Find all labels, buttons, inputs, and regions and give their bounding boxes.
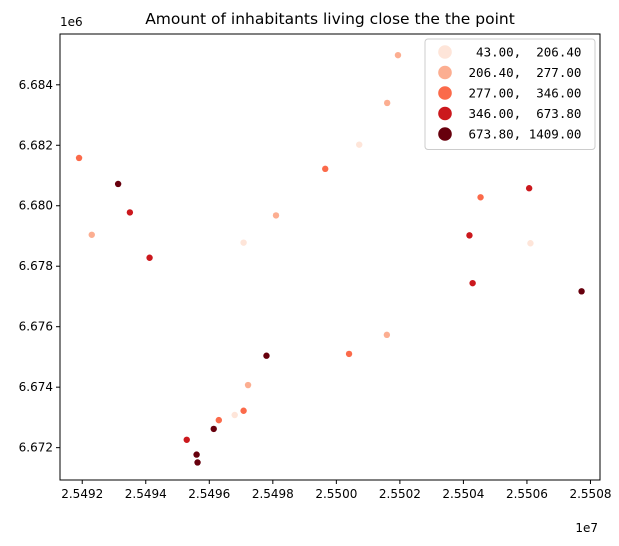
x-axis: 2.5492 2.5494 2.5496 2.5498 2.5500 2.5502 2.55…: [61, 480, 611, 501]
data-point: [240, 239, 247, 246]
x-tick-label: 2.5500: [315, 487, 357, 501]
x-tick-label: 2.5498: [252, 487, 294, 501]
y-tick-label: 6.678: [19, 259, 53, 273]
plot-frame: [59, 33, 601, 481]
chart-title: Amount of inhabitants living close the t…: [145, 10, 515, 28]
legend-label: 673.80, 1409.00: [461, 127, 581, 142]
x-tick-label: 2.5502: [379, 487, 421, 501]
x-tick-label: 2.5508: [569, 487, 611, 501]
data-point: [466, 232, 473, 239]
x-tick-label: 2.5496: [188, 487, 230, 501]
data-point: [477, 194, 484, 201]
legend-marker: [438, 127, 452, 141]
legend-marker: [438, 106, 452, 121]
data-point: [345, 350, 353, 358]
y-tick-label: 6.682: [19, 138, 53, 152]
data-point: [383, 99, 391, 107]
data-point: [383, 331, 391, 339]
legend-label: 277.00, 346.00: [461, 86, 581, 101]
legend-label: 346.00, 673.80: [461, 106, 581, 121]
legend-marker: [438, 45, 452, 59]
data-point: [578, 288, 585, 295]
data-point: [272, 212, 280, 219]
data-point: [193, 451, 200, 458]
data-point: [146, 254, 153, 261]
x-tick-label: 2.5492: [61, 487, 103, 501]
data-point: [263, 352, 270, 359]
x-tick-label: 2.5504: [442, 487, 484, 501]
data-point: [210, 425, 217, 433]
data-point: [114, 180, 122, 188]
legend-label: 43.00, 206.40: [461, 45, 581, 60]
data-point: [183, 436, 190, 443]
data-point: [527, 240, 534, 247]
y-tick-label: 6.672: [19, 441, 53, 455]
data-point: [88, 231, 95, 238]
data-point: [356, 141, 363, 148]
data-point: [240, 407, 247, 414]
data-point: [525, 185, 533, 192]
data-point: [231, 411, 238, 419]
y-offset-label: 1e6: [60, 15, 83, 29]
y-axis: 6.672 6.674 6.676 6.678 6.680 6.682 6.684: [19, 78, 60, 455]
data-point: [244, 381, 252, 389]
data-point: [126, 209, 134, 216]
data-point: [215, 416, 223, 424]
data-point: [469, 279, 476, 287]
data-point: [322, 165, 329, 173]
x-tick-label: 2.5506: [506, 487, 548, 501]
legend: 43.00, 206.40 206.40, 277.00 277.00, 346…: [424, 38, 596, 150]
x-tick-label: 2.5494: [125, 487, 167, 501]
legend-box: [424, 38, 596, 150]
data-point: [194, 459, 201, 466]
data-point: [75, 154, 83, 162]
points-layer: [75, 51, 585, 466]
legend-marker: [438, 86, 452, 100]
y-tick-label: 6.680: [19, 199, 53, 213]
y-tick-label: 6.684: [19, 78, 53, 92]
y-tick-label: 6.674: [19, 380, 53, 394]
x-offset-label: 1e7: [575, 521, 598, 535]
data-point: [394, 51, 402, 59]
y-tick-label: 6.676: [19, 320, 53, 334]
legend-marker: [438, 65, 452, 80]
legend-label: 206.40, 277.00: [461, 65, 581, 80]
